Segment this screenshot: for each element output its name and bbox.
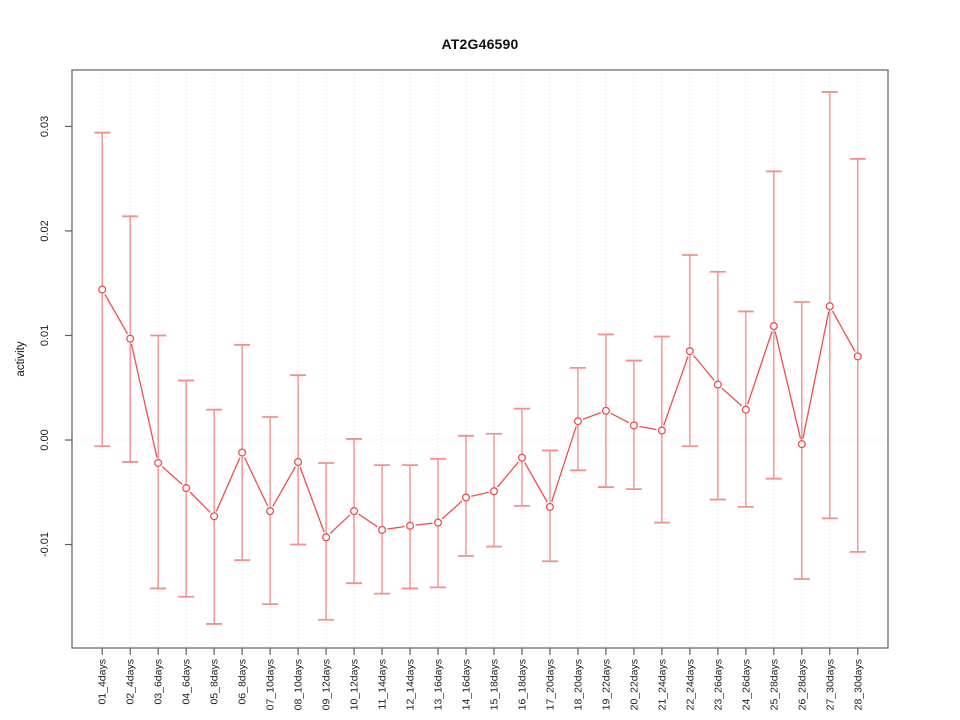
x-tick-label: 23_26days — [712, 659, 724, 710]
x-tick-label: 24_26days — [740, 659, 752, 710]
data-point — [182, 484, 191, 493]
x-tick-label: 08_10days — [293, 659, 305, 710]
series-line-segment — [189, 491, 211, 513]
series-line-segment — [329, 514, 351, 534]
series-line-segment — [215, 457, 241, 512]
data-point — [685, 347, 694, 356]
series-line-segment — [746, 331, 773, 405]
series-line-segment — [610, 412, 630, 424]
x-tick-label: 07_10days — [265, 659, 277, 710]
series-line-segment — [802, 311, 830, 439]
data-point — [573, 417, 582, 426]
data-point — [657, 426, 666, 435]
x-tick-label: 21_24days — [656, 659, 668, 710]
y-tick-label: -0.01 — [39, 532, 51, 557]
x-tick-label: 01_4days — [97, 659, 109, 705]
data-point — [210, 512, 219, 521]
x-tick-label: 05_8days — [209, 659, 221, 705]
series-line-segment — [524, 462, 548, 503]
x-tick-label: 16_18days — [516, 659, 528, 710]
x-tick-label: 27_30days — [824, 659, 836, 710]
data-point — [154, 458, 163, 468]
data-point — [797, 440, 806, 449]
x-tick-label: 20_22days — [628, 659, 640, 710]
data-point — [601, 406, 610, 415]
series-line-segment — [299, 466, 325, 533]
plot-box — [71, 69, 889, 649]
y-tick-label: 0.02 — [39, 220, 51, 241]
series-line-segment — [551, 426, 577, 502]
data-point — [266, 507, 275, 516]
x-tick-label: 14_16days — [461, 659, 473, 710]
x-tick-label: 15_18days — [488, 659, 500, 710]
x-tick-label: 25_28days — [768, 659, 780, 710]
series-line-segment — [831, 310, 856, 352]
series-line-segment — [441, 500, 463, 520]
series-line-segment — [415, 522, 433, 526]
x-tick-label: 17_20days — [544, 659, 556, 710]
data-point — [545, 502, 555, 511]
y-tick-label: 0.00 — [39, 429, 51, 450]
x-tick-label: 26_28days — [796, 659, 808, 710]
y-tick-label: 0.01 — [39, 325, 51, 346]
series-line-segment — [639, 425, 657, 431]
data-point — [98, 285, 107, 294]
data-point — [489, 487, 499, 496]
series-line-segment — [663, 356, 689, 426]
series-line-segment — [774, 331, 802, 439]
series-line-segment — [272, 466, 296, 507]
series-line-segment — [721, 387, 743, 407]
series-line-segment — [358, 513, 378, 528]
series-line-segment — [387, 525, 405, 530]
x-tick-label: 18_20days — [572, 659, 584, 710]
series-line-segment — [243, 457, 269, 507]
x-tick-label: 03_6days — [153, 659, 165, 705]
data-point — [238, 448, 247, 457]
series-line-segment — [104, 293, 129, 335]
series-line-segment — [161, 466, 183, 485]
data-point — [322, 533, 331, 542]
x-tick-label: 28_30days — [852, 659, 864, 710]
x-tick-label: 11_14days — [377, 659, 389, 710]
x-tick-label: 04_6days — [181, 659, 193, 705]
data-point — [517, 453, 527, 462]
x-tick-label: 06_8days — [237, 659, 249, 705]
x-tick-label: 09_12days — [321, 659, 333, 710]
data-point — [350, 507, 359, 516]
chart-title: AT2G46590 — [441, 36, 519, 52]
data-point — [741, 405, 750, 414]
data-point — [853, 352, 862, 361]
x-tick-label: 02_4days — [125, 659, 137, 705]
data-point — [294, 457, 303, 467]
data-point — [461, 493, 471, 502]
series-line-segment — [130, 343, 158, 458]
x-tick-label: 12_14days — [405, 659, 417, 710]
x-tick-label: 13_16days — [433, 659, 445, 710]
x-tick-label: 10_12days — [349, 659, 361, 710]
series-line-segment — [582, 412, 602, 420]
series-line-segment — [497, 461, 519, 488]
series-line-segment — [471, 491, 489, 497]
data-point — [126, 334, 135, 343]
data-point — [769, 322, 778, 331]
data-point — [433, 518, 443, 527]
x-tick-label: 22_24days — [684, 659, 696, 710]
data-point — [629, 421, 638, 430]
y-tick-label: 0.03 — [39, 116, 51, 137]
x-tick-label: 19_22days — [600, 659, 612, 710]
data-point — [378, 525, 387, 534]
data-point — [713, 380, 722, 389]
data-point — [405, 521, 415, 530]
series-line-segment — [692, 354, 715, 381]
data-point — [825, 302, 834, 311]
